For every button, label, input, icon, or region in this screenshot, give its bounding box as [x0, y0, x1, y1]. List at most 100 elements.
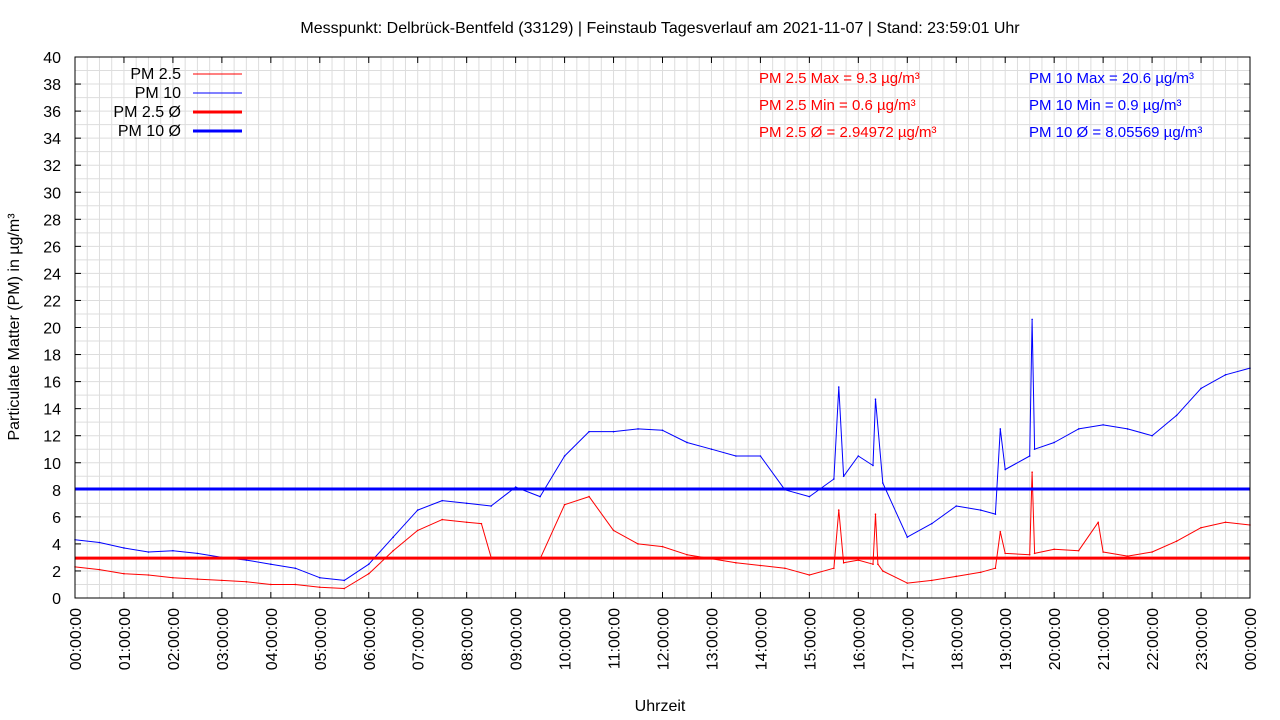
y-tick-label: 36: [43, 104, 61, 121]
data-point-pm-2-5: [343, 587, 346, 590]
y-tick-label: 12: [43, 429, 61, 446]
data-point-pm-10: [1175, 414, 1178, 417]
y-tick-label: 18: [43, 348, 61, 365]
data-point-pm-10: [837, 386, 840, 388]
y-axis-label: Particulate Matter (PM) in µg/m³: [6, 213, 23, 441]
data-point-pm-10: [857, 455, 860, 457]
x-tick-label: 08:00:00: [460, 608, 477, 670]
data-point-pm-2-5: [1053, 548, 1055, 551]
data-point-pm-2-5: [877, 563, 879, 565]
stat-pm10-avg: PM 10 Ø = 8.05569 µg/m³: [1029, 124, 1202, 141]
x-tick-label: 05:00:00: [313, 608, 330, 670]
x-tick-label: 13:00:00: [704, 608, 721, 670]
data-point-pm-10: [808, 495, 811, 498]
y-tick-label: 2: [52, 564, 61, 581]
data-point-pm-10: [1031, 318, 1033, 321]
data-point-pm-10: [147, 551, 150, 553]
stats-annotations: PM 2.5 Max = 9.3 µg/m³ PM 2.5 Min = 0.6 …: [759, 70, 1202, 141]
y-tick-label: 28: [43, 212, 61, 229]
y-tick-label: 26: [43, 239, 61, 256]
data-point-pm-10: [416, 509, 419, 511]
data-point-pm-10: [1224, 374, 1227, 376]
stat-pm25-min: PM 2.5 Min = 0.6 µg/m³: [759, 97, 916, 114]
data-point-pm-10: [710, 448, 713, 451]
data-point-pm-10: [441, 499, 443, 502]
data-point-pm-2-5: [874, 513, 877, 515]
series-line-pm-2-5: [74, 471, 1251, 589]
x-tick-label: 11:00:00: [607, 608, 624, 669]
x-tick-label: 00:00:00: [1243, 608, 1260, 670]
data-point-pm-2-5: [759, 564, 762, 567]
x-tick-label: 22:00:00: [1145, 608, 1162, 670]
x-tick-label: 03:00:00: [215, 608, 232, 670]
data-point-pm-10: [1126, 428, 1129, 430]
chart-title: Messpunkt: Delbrück-Bentfeld (33129) | F…: [300, 20, 1020, 37]
y-tick-label: 34: [43, 131, 61, 148]
y-tick-label: 8: [52, 483, 61, 500]
data-point-pm-2-5: [221, 579, 223, 582]
data-point-pm-2-5: [1126, 555, 1129, 557]
y-tick-label: 16: [43, 375, 61, 392]
data-point-pm-2-5: [270, 583, 272, 586]
data-point-pm-2-5: [808, 574, 811, 576]
x-tick-label: 06:00:00: [362, 608, 379, 670]
x-tick-label: 17:00:00: [900, 608, 917, 670]
data-point-pm-10: [637, 428, 639, 430]
data-point-pm-10: [906, 536, 909, 538]
legend-label-pm25-avg: PM 2.5 Ø: [113, 104, 181, 121]
x-tick-label: 00:00:00: [68, 608, 85, 670]
x-tick-label: 04:00:00: [264, 608, 281, 670]
data-point-pm-2-5: [1004, 552, 1007, 555]
data-point-pm-2-5: [588, 495, 590, 498]
x-tick-label: 10:00:00: [558, 608, 575, 670]
data-point-pm-10: [661, 429, 664, 432]
data-point-pm-2-5: [833, 567, 835, 570]
data-point-pm-2-5: [1033, 552, 1036, 555]
x-tick-label: 18:00:00: [949, 608, 966, 670]
legend-label-pm10-avg: PM 10 Ø: [118, 123, 181, 140]
data-point-pm-10: [490, 505, 492, 507]
data-point-pm-2-5: [906, 582, 909, 584]
data-point-pm-2-5: [1151, 551, 1153, 553]
data-point-pm-10: [612, 430, 615, 433]
data-point-pm-10: [1033, 448, 1036, 451]
data-point-pm-10: [172, 549, 174, 552]
data-point-pm-2-5: [172, 576, 174, 579]
x-tick-label: 07:00:00: [411, 608, 428, 670]
data-point-pm-2-5: [1224, 521, 1227, 524]
data-point-pm-10: [1077, 428, 1080, 430]
data-point-pm-2-5: [392, 549, 395, 552]
data-point-pm-2-5: [441, 518, 443, 521]
data-point-pm-2-5: [1077, 549, 1080, 552]
data-point-pm-2-5: [367, 572, 370, 575]
y-tick-label: 20: [43, 321, 61, 338]
x-tick-label: 12:00:00: [656, 608, 673, 670]
x-tick-label: 09:00:00: [509, 608, 526, 670]
data-point-pm-10: [98, 541, 101, 544]
data-point-pm-2-5: [1028, 553, 1031, 556]
data-point-pm-2-5: [784, 567, 786, 570]
x-tick-label: 14:00:00: [753, 608, 770, 670]
data-point-pm-10: [930, 522, 933, 525]
data-point-pm-2-5: [294, 583, 297, 586]
data-point-pm-10: [1053, 441, 1055, 444]
data-point-pm-10: [294, 567, 297, 570]
data-point-pm-2-5: [196, 578, 199, 580]
legend-label-pm10: PM 10: [135, 85, 181, 102]
data-point-pm-2-5: [1175, 540, 1178, 542]
data-point-pm-10: [270, 563, 272, 565]
y-tick-label: 10: [43, 456, 61, 473]
data-point-pm-2-5: [245, 580, 248, 583]
data-point-pm-2-5: [98, 568, 101, 571]
data-point-pm-2-5: [872, 563, 874, 565]
x-tick-label: 16:00:00: [851, 608, 868, 670]
data-point-pm-2-5: [612, 529, 615, 532]
y-tick-label: 14: [43, 402, 61, 419]
data-point-pm-2-5: [882, 570, 884, 572]
data-point-pm-10: [979, 509, 982, 511]
stat-pm10-max: PM 10 Max = 20.6 µg/m³: [1029, 70, 1194, 87]
data-point-pm-2-5: [857, 559, 860, 561]
y-tick-label: 40: [43, 50, 61, 67]
data-point-pm-10: [1200, 387, 1202, 390]
